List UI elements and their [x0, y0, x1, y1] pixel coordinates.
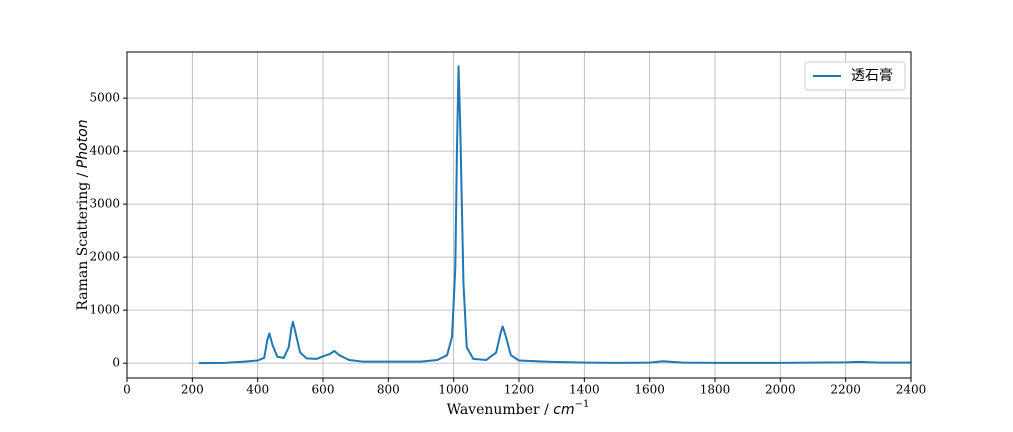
x-tick-label: 2000: [765, 383, 796, 397]
x-tick-label: 600: [312, 383, 335, 397]
y-tick-label: 1000: [89, 303, 120, 317]
legend-label: 透石膏: [851, 67, 893, 84]
x-tick-label: 1000: [438, 383, 469, 397]
plot-frame: [126, 51, 912, 379]
y-axis-label: Raman Scattering / Photon: [75, 119, 91, 310]
x-axis-label: Wavenumber / cm−1: [447, 399, 590, 418]
x-tick-label: 0: [123, 383, 131, 397]
y-tick-label: 5000: [89, 91, 120, 105]
y-tick-label: 2000: [89, 250, 120, 264]
y-tick-label: 0: [112, 356, 120, 370]
y-tick-label: 3000: [89, 197, 120, 211]
legend: 透石膏: [804, 61, 906, 91]
data-line: [198, 65, 911, 365]
x-tick-label: 800: [377, 383, 400, 397]
x-tick-label: 1600: [634, 383, 665, 397]
x-tick-label: 400: [246, 383, 269, 397]
x-tick-label: 2400: [896, 383, 927, 397]
x-tick-label: 1800: [700, 383, 731, 397]
x-tick-label: 2200: [830, 383, 861, 397]
legend-box: [804, 61, 906, 91]
x-tick-label: 1200: [504, 383, 535, 397]
y-tick-label: 4000: [89, 144, 120, 158]
x-tick-label: 200: [181, 383, 204, 397]
x-tick-label: 1400: [569, 383, 600, 397]
